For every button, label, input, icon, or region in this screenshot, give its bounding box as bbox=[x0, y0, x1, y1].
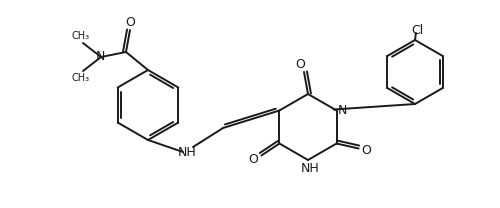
Text: CH₃: CH₃ bbox=[72, 73, 90, 83]
Text: Cl: Cl bbox=[411, 25, 423, 37]
Text: O: O bbox=[295, 57, 305, 71]
Text: O: O bbox=[248, 153, 258, 166]
Text: NH: NH bbox=[300, 161, 320, 175]
Text: NH: NH bbox=[178, 146, 197, 160]
Text: O: O bbox=[125, 16, 135, 28]
Text: N: N bbox=[96, 51, 104, 63]
Text: N: N bbox=[338, 104, 347, 117]
Text: CH₃: CH₃ bbox=[72, 31, 90, 41]
Text: O: O bbox=[362, 144, 372, 157]
